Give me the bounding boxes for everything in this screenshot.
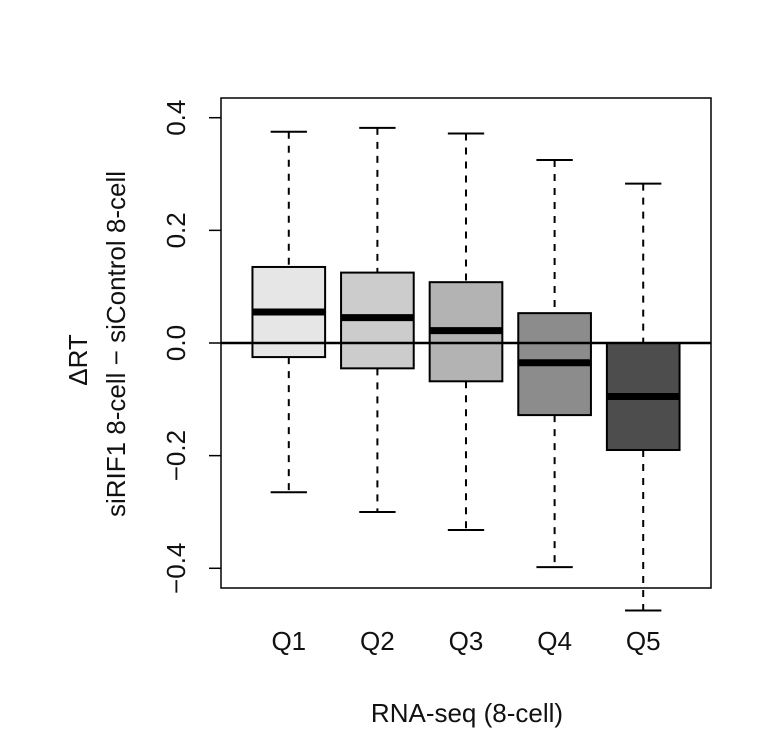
x-tick-label: Q4 (537, 626, 572, 656)
box-q5 (605, 182, 681, 612)
y-axis: −0.4 −0.2 0.0 0.2 0.4 (161, 100, 221, 594)
y-axis-title-line2: siRIF1 8-cell − siControl 8-cell (101, 171, 131, 517)
box-q3 (428, 132, 504, 531)
y-tick-label: −0.2 (161, 430, 191, 481)
x-axis: Q1 Q2 Q3 Q4 Q5 (271, 626, 660, 656)
x-tick-label: Q5 (626, 626, 661, 656)
y-tick-label: 0.4 (161, 100, 191, 136)
y-axis-title-line1: ΔRT (63, 334, 93, 386)
box-q2 (340, 126, 415, 513)
y-tick-label: 0.0 (161, 325, 191, 361)
x-tick-label: Q1 (271, 626, 306, 656)
box-q1 (251, 130, 327, 494)
x-axis-title: RNA-seq (8-cell) (371, 698, 563, 728)
y-tick-label: 0.2 (161, 212, 191, 248)
y-tick-label: −0.4 (161, 543, 191, 594)
x-tick-label: Q2 (360, 626, 395, 656)
plot-area (220, 97, 712, 612)
box-q4 (517, 158, 592, 569)
x-tick-label: Q3 (449, 626, 484, 656)
